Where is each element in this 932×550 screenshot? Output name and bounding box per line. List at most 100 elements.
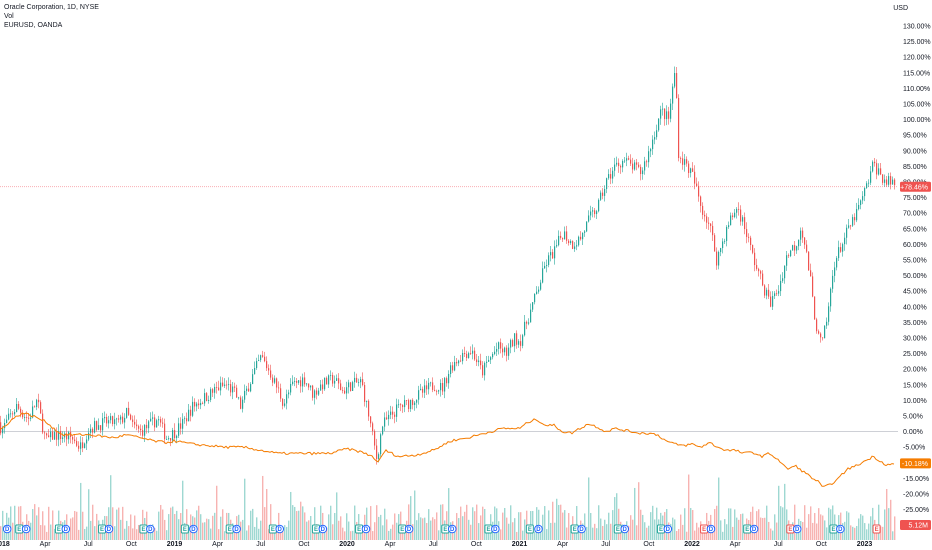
event-circle	[404, 524, 414, 534]
dividend-event-marker[interactable]: E	[98, 524, 107, 534]
candle-body	[352, 382, 354, 391]
candle-body	[388, 414, 390, 420]
earnings-event-marker[interactable]: D	[404, 524, 414, 534]
dividend-event-marker[interactable]: E	[525, 524, 534, 534]
dividend-event-marker[interactable]: E	[15, 524, 24, 534]
candle-body	[484, 362, 486, 376]
volume-bar	[846, 511, 848, 540]
volume-bar	[570, 525, 572, 540]
candle-body	[570, 241, 572, 244]
candle-body	[840, 247, 842, 252]
candle-body	[230, 384, 232, 393]
event-label: E	[183, 527, 187, 533]
earnings-event-marker[interactable]: D	[663, 524, 673, 534]
candle-body	[78, 445, 80, 449]
dividend-event-marker[interactable]: E	[398, 524, 407, 534]
chart-grid	[0, 186, 898, 432]
earnings-event-marker[interactable]: D	[275, 524, 285, 534]
earnings-event-marker[interactable]: D	[491, 524, 500, 534]
candle-body	[172, 430, 174, 441]
earnings-event-marker[interactable]: D	[146, 524, 155, 534]
candle-body	[96, 421, 98, 430]
earnings-event-marker[interactable]: D	[189, 524, 198, 534]
price-axis[interactable]: 130.00% 125.00% 120.00% 115.00% 110.00% 105.0…	[903, 24, 931, 515]
dividend-event-marker[interactable]: E	[225, 524, 234, 534]
earnings-event-marker[interactable]: D	[577, 524, 586, 534]
earnings-event-marker[interactable]: D	[792, 524, 802, 534]
earnings-event-marker[interactable]: D	[706, 524, 716, 534]
volume-bar	[424, 517, 426, 540]
dividend-event-marker[interactable]: E	[268, 524, 277, 534]
volume-bar	[412, 524, 414, 540]
volume-bar	[644, 522, 646, 540]
candle-body	[400, 404, 402, 406]
dividend-event-marker[interactable]: E	[829, 524, 838, 534]
split-event-marker[interactable]: E	[872, 524, 881, 534]
dividend-event-marker[interactable]: E	[613, 524, 622, 534]
dividend-event-marker[interactable]: E	[656, 524, 665, 534]
volume-bar	[176, 510, 178, 540]
currency-label[interactable]: USD	[893, 5, 908, 12]
dividend-event-marker[interactable]: E	[570, 524, 579, 534]
earnings-event-marker[interactable]: D	[749, 524, 759, 534]
dividend-event-marker[interactable]: E	[180, 524, 189, 534]
earnings-event-marker[interactable]: D	[447, 524, 457, 534]
volume-bar	[780, 506, 782, 540]
candle-body	[126, 407, 128, 418]
dividend-event-marker[interactable]: E	[743, 524, 752, 534]
volume-bar	[614, 497, 616, 540]
candle-body	[462, 353, 464, 362]
candle-body	[80, 442, 82, 449]
split-event-marker[interactable]: E	[700, 524, 709, 534]
earnings-event-marker[interactable]: D	[836, 524, 845, 534]
dividend-event-marker[interactable]: E	[355, 524, 364, 534]
earnings-event-marker[interactable]: D	[104, 524, 114, 534]
volume-bar	[790, 527, 792, 540]
dividend-event-marker[interactable]: E	[484, 524, 493, 534]
split-event-marker[interactable]: E	[786, 524, 795, 534]
earnings-event-marker[interactable]: D	[61, 524, 71, 534]
candle-body	[392, 411, 394, 415]
volume-bar	[760, 517, 762, 540]
event-label: E	[616, 527, 620, 533]
legend-compare-label[interactable]: EURUSD, OANDA	[4, 22, 63, 29]
dividend-event-marker[interactable]: E	[311, 524, 320, 534]
volume-bar	[442, 504, 444, 540]
candle-body	[814, 296, 816, 320]
volume-bar	[336, 492, 338, 540]
candle-body	[658, 118, 660, 131]
candle-body	[42, 413, 44, 433]
volume-bar	[844, 521, 846, 540]
earnings-event-marker[interactable]: D	[2, 524, 12, 534]
y-tick-label: 75.00%	[903, 195, 927, 202]
dividend-event-marker[interactable]: E	[54, 524, 63, 534]
candle-body	[26, 417, 28, 419]
volume-bar	[678, 528, 680, 540]
event-circle	[577, 524, 586, 534]
candle-body	[176, 435, 178, 439]
volume-bar	[656, 507, 658, 540]
earnings-event-marker[interactable]: D	[534, 524, 543, 534]
candle-body	[832, 275, 834, 289]
earnings-event-marker[interactable]: D	[318, 524, 328, 534]
legend-symbol-title[interactable]: Oracle Corporation, 1D, NYSE	[4, 4, 99, 11]
volume-bar	[632, 519, 634, 540]
earnings-event-marker[interactable]: D	[620, 524, 630, 534]
dividend-event-marker[interactable]: E	[441, 524, 450, 534]
candle-body	[720, 248, 722, 252]
time-axis[interactable]: 2018 Apr Jul Oct 2019 Apr Jul Oct 2020 Apr Jul Oct 2…	[0, 541, 872, 548]
candle-body	[406, 400, 408, 401]
volume-bar	[218, 529, 220, 540]
legend-volume-label[interactable]: Vol	[4, 13, 14, 20]
earnings-event-marker[interactable]: D	[21, 524, 31, 534]
volume-bar	[864, 523, 866, 540]
candle-body	[854, 217, 856, 221]
earnings-event-marker[interactable]: D	[232, 524, 241, 534]
volume-bar	[100, 529, 102, 540]
earnings-event-marker[interactable]: D	[361, 524, 371, 534]
candle-body	[210, 389, 212, 400]
dividend-event-marker[interactable]: E	[139, 524, 148, 534]
volume-bar	[502, 512, 504, 540]
